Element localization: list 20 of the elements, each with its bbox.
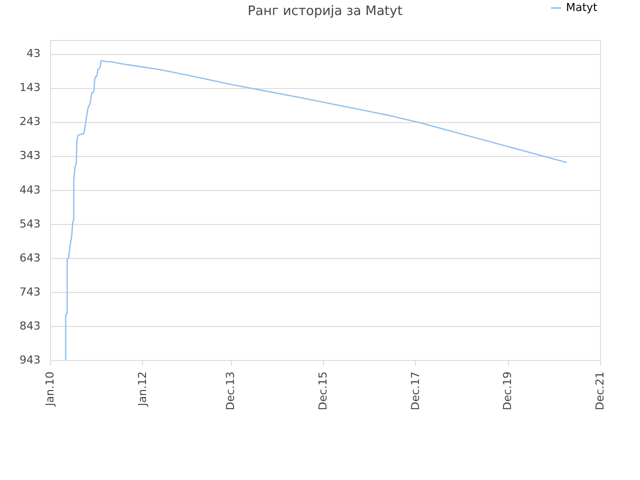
x-tick-label: Jan.10 [44, 372, 56, 407]
y-tick-label: 243 [20, 115, 40, 128]
x-tick-label: Dec.15 [316, 372, 330, 410]
x-tick-label: Dec.17 [408, 372, 422, 410]
x-tick-label: Dec.13 [224, 372, 238, 410]
line-series [65, 60, 568, 361]
x-tick-label: Dec.19 [501, 372, 514, 410]
x-tick-label: Dec.21 [594, 372, 606, 410]
y-tick-label: 943 [20, 354, 40, 366]
x-tick-label: Jan.12 [136, 372, 149, 407]
chart-title: Ранг историја за Matyt [248, 4, 402, 19]
y-tick-label: 43 [26, 47, 40, 60]
y-tick-label: 643 [20, 251, 40, 264]
y-tick-label: 143 [20, 81, 40, 94]
y-tick-label: 743 [20, 285, 40, 298]
y-tick-label: 443 [20, 183, 40, 196]
y-tick-label: 343 [20, 149, 40, 162]
legend-label: Matyt [566, 1, 598, 14]
y-tick-label: 843 [20, 319, 40, 332]
y-tick-label: 543 [20, 217, 40, 230]
